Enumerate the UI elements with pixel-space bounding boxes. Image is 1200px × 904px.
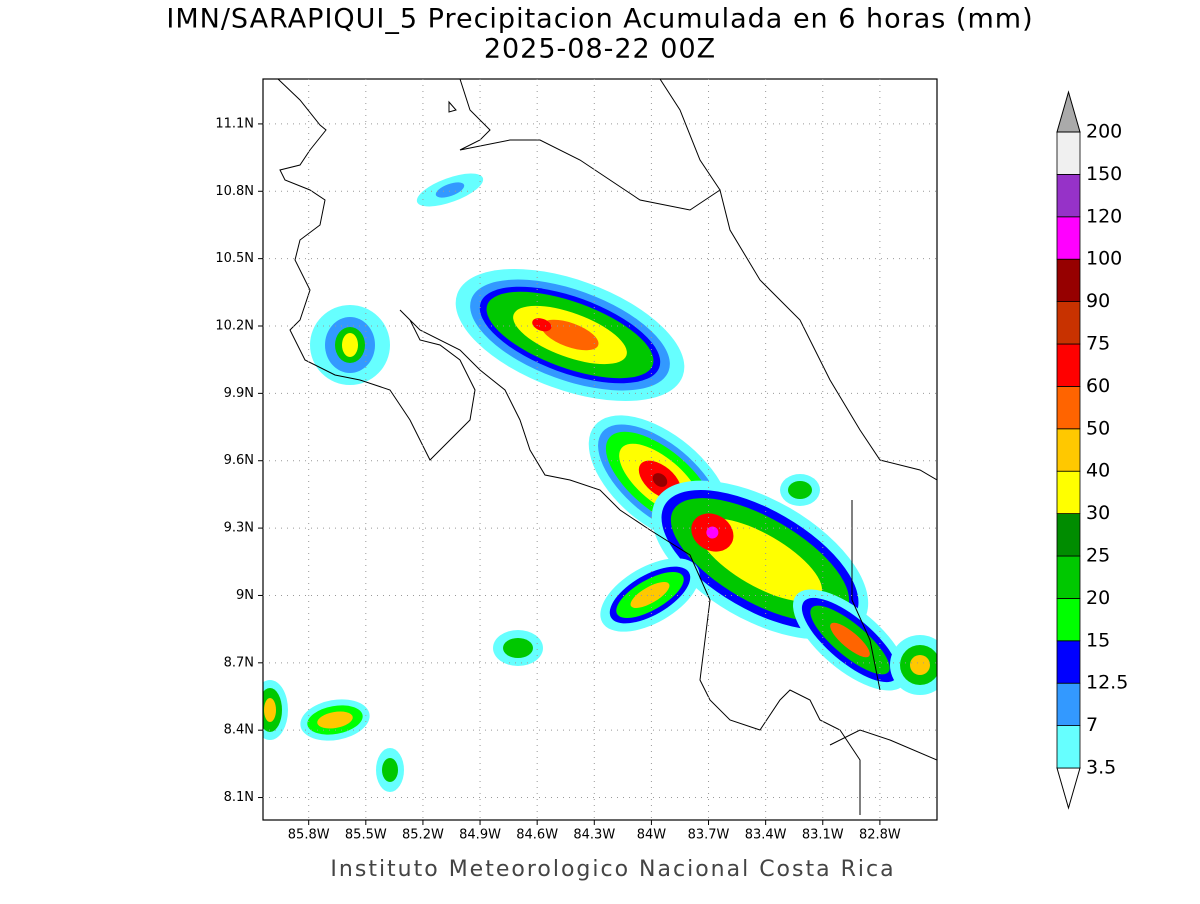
rain-cell bbox=[890, 635, 937, 695]
y-tick-label: 10.8N bbox=[215, 184, 254, 199]
colorbar-label: 120 bbox=[1086, 205, 1122, 227]
precipitation-field bbox=[263, 173, 937, 792]
x-tick-label: 84.9W bbox=[459, 828, 501, 843]
rain-cell bbox=[600, 558, 700, 632]
title: IMN/SARAPIQUI_5 Precipitacion Acumulada … bbox=[166, 4, 1033, 35]
x-tick-label: 85.5W bbox=[345, 828, 387, 843]
y-tick-label: 9N bbox=[236, 588, 254, 603]
rain-cell bbox=[376, 748, 404, 792]
x-tick-label: 84W bbox=[637, 828, 667, 843]
y-tick-label: 10.5N bbox=[215, 251, 254, 266]
colorbar-label: 25 bbox=[1086, 545, 1110, 567]
x-tick-label: 83.4W bbox=[745, 828, 787, 843]
y-tick-label: 8.4N bbox=[224, 723, 254, 738]
colorbar-segment bbox=[1056, 385, 1081, 430]
y-tick-label: 11.1N bbox=[215, 116, 254, 131]
colorbar-segment bbox=[1056, 173, 1081, 218]
y-tick-label: 8.1N bbox=[224, 790, 254, 805]
x-tick-label: 83.7W bbox=[688, 828, 730, 843]
x-tick-label: 84.3W bbox=[573, 828, 615, 843]
y-tick-label: 10.2N bbox=[215, 319, 254, 334]
colorbar-segment bbox=[1056, 513, 1081, 557]
rain-cell bbox=[310, 305, 390, 385]
colorbar-segment bbox=[1056, 470, 1081, 515]
colorbar-segment bbox=[1056, 343, 1081, 387]
colorbar-segment bbox=[1056, 640, 1081, 684]
colorbar-label: 200 bbox=[1086, 121, 1122, 143]
colorbar-label: 7 bbox=[1086, 714, 1098, 736]
rain-cell bbox=[493, 630, 543, 666]
rain-cell bbox=[780, 474, 820, 506]
rain-cell bbox=[263, 680, 288, 740]
colorbar-label: 15 bbox=[1086, 629, 1110, 651]
rain-cell bbox=[300, 699, 370, 741]
map-frame bbox=[262, 78, 938, 821]
x-tick-label: 85.2W bbox=[402, 828, 444, 843]
x-tick-label: 82.8W bbox=[859, 828, 901, 843]
colorbar-label: 75 bbox=[1086, 333, 1110, 355]
colorbar-label: 20 bbox=[1086, 587, 1110, 609]
colorbar-label: 150 bbox=[1086, 163, 1122, 185]
colorbar-label: 30 bbox=[1086, 502, 1110, 524]
colorbar-segment bbox=[1056, 682, 1081, 727]
y-tick-label: 9.9N bbox=[224, 386, 254, 401]
footer: Instituto Meteorologico Nacional Costa R… bbox=[330, 857, 895, 882]
colorbar-segment bbox=[1056, 258, 1081, 303]
rain-cell bbox=[455, 269, 685, 401]
colorbar-under bbox=[1056, 767, 1081, 810]
colorbar-over bbox=[1056, 90, 1081, 133]
colorbar-label: 60 bbox=[1086, 375, 1110, 397]
colorbar-label: 12.5 bbox=[1086, 672, 1128, 694]
colorbar-segment bbox=[1056, 725, 1081, 769]
coastline bbox=[277, 79, 937, 815]
colorbar-segment bbox=[1056, 598, 1081, 642]
colorbar-label: 100 bbox=[1086, 248, 1122, 270]
y-tick-label: 9.6N bbox=[224, 453, 254, 468]
colorbar-segment bbox=[1056, 216, 1081, 260]
colorbar-label: 90 bbox=[1086, 290, 1110, 312]
x-tick-label: 85.8W bbox=[288, 828, 330, 843]
colorbar-segment bbox=[1056, 301, 1081, 345]
subtitle: 2025-08-22 00Z bbox=[484, 34, 716, 65]
x-tick-label: 83.1W bbox=[802, 828, 844, 843]
colorbar-label: 50 bbox=[1086, 417, 1110, 439]
colorbar-label: 40 bbox=[1086, 460, 1110, 482]
colorbar-segment bbox=[1056, 428, 1081, 472]
colorbar-label: 3.5 bbox=[1086, 757, 1116, 779]
colorbar-segment bbox=[1056, 555, 1081, 599]
x-tick-label: 84.6W bbox=[516, 828, 558, 843]
y-tick-label: 8.7N bbox=[224, 655, 254, 670]
colorbar-segment bbox=[1056, 131, 1081, 175]
rain-cell bbox=[416, 173, 484, 207]
y-tick-label: 9.3N bbox=[224, 521, 254, 536]
